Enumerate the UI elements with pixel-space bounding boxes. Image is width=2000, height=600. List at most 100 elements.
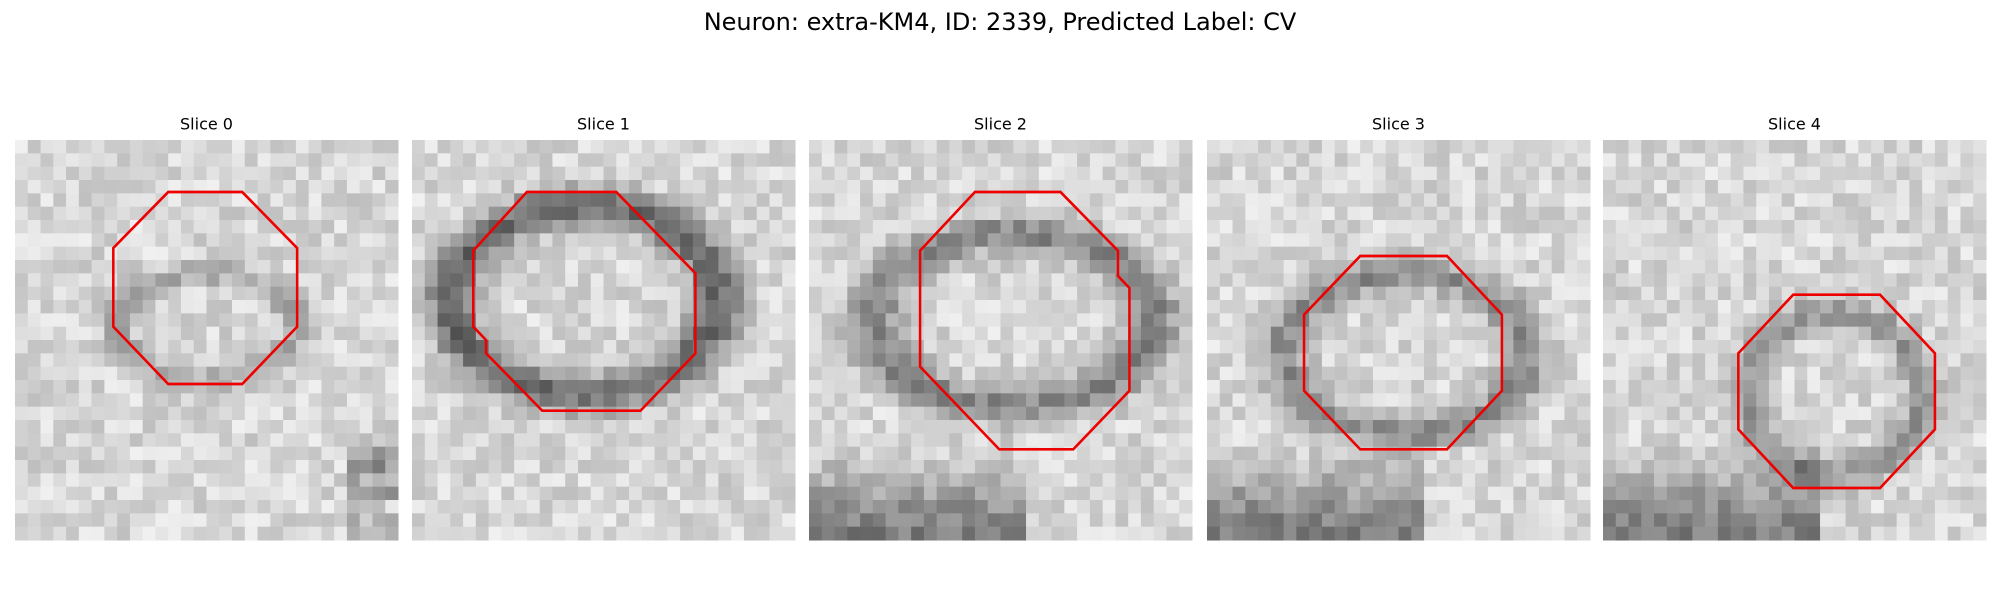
pixel xyxy=(1730,166,1744,181)
pixel xyxy=(475,513,490,528)
pixel xyxy=(1820,180,1834,194)
pixel xyxy=(372,313,386,328)
pixel xyxy=(232,526,246,541)
pixel xyxy=(1385,140,1400,154)
pixel xyxy=(295,366,310,381)
pixel xyxy=(27,286,42,301)
pixel xyxy=(193,180,208,194)
pixel xyxy=(911,446,925,461)
pixel xyxy=(232,473,246,488)
pixel xyxy=(565,460,579,474)
pixel xyxy=(1166,180,1180,194)
pixel xyxy=(424,393,439,408)
pixel xyxy=(91,366,105,381)
pixel xyxy=(705,246,719,261)
pixel xyxy=(1526,233,1540,248)
pixel xyxy=(1207,166,1221,181)
pixel xyxy=(911,433,925,448)
pixel xyxy=(117,340,131,354)
pixel xyxy=(295,433,310,448)
pixel xyxy=(1577,233,1591,248)
pixel xyxy=(872,246,887,261)
pixel xyxy=(565,406,579,421)
pixel xyxy=(1717,300,1732,314)
pixel xyxy=(1411,340,1425,354)
pixel xyxy=(1513,286,1527,301)
pixel xyxy=(1475,193,1489,208)
pixel xyxy=(782,380,796,394)
pixel xyxy=(1564,366,1578,381)
pixel xyxy=(1115,446,1129,461)
pixel xyxy=(923,220,938,234)
pixel xyxy=(809,446,823,461)
pixel xyxy=(1513,153,1527,168)
pixel xyxy=(692,500,707,514)
pixel xyxy=(1449,233,1463,248)
pixel xyxy=(475,420,490,434)
pixel xyxy=(1551,300,1565,314)
pixel xyxy=(1475,233,1489,248)
pixel xyxy=(1526,366,1540,381)
pixel xyxy=(885,460,899,474)
pixel xyxy=(847,526,861,541)
pixel xyxy=(1973,446,1987,461)
pixel xyxy=(1820,326,1834,341)
pixel xyxy=(834,353,848,368)
pixel xyxy=(1334,193,1348,208)
pixel xyxy=(232,460,246,474)
pixel xyxy=(66,366,80,381)
pixel xyxy=(193,300,208,314)
pixel xyxy=(1896,460,1910,474)
pixel xyxy=(283,486,297,501)
pixel xyxy=(821,233,836,248)
pixel xyxy=(769,393,783,408)
pixel xyxy=(1807,433,1821,448)
pixel xyxy=(1781,486,1796,501)
pixel xyxy=(1858,233,1872,248)
pixel xyxy=(974,246,989,261)
pixel xyxy=(1179,140,1193,154)
pixel xyxy=(257,513,271,528)
pixel xyxy=(1026,326,1040,341)
pixel xyxy=(1807,473,1821,488)
pixel xyxy=(1487,340,1502,354)
pixel xyxy=(104,366,118,381)
pixel xyxy=(987,326,1002,341)
pixel xyxy=(1909,513,1923,528)
pixel xyxy=(232,486,246,501)
pixel xyxy=(1296,220,1310,234)
pixel xyxy=(1321,233,1336,248)
pixel xyxy=(283,366,297,381)
pixel xyxy=(718,260,732,274)
pixel xyxy=(437,500,451,514)
pixel xyxy=(782,340,796,354)
pixel xyxy=(142,473,156,488)
pixel xyxy=(1781,340,1796,354)
pixel xyxy=(1166,313,1180,328)
pixel xyxy=(1309,526,1323,541)
pixel xyxy=(1845,513,1859,528)
pixel xyxy=(501,286,515,301)
pixel xyxy=(809,206,823,221)
pixel xyxy=(782,313,796,328)
pixel xyxy=(66,513,80,528)
pixel xyxy=(142,526,156,541)
pixel xyxy=(1245,220,1259,234)
pixel xyxy=(552,526,566,541)
pixel xyxy=(53,140,67,154)
pixel xyxy=(334,206,348,221)
pixel xyxy=(1896,140,1910,154)
pixel xyxy=(359,260,373,274)
pixel xyxy=(1934,206,1949,221)
pixel xyxy=(821,433,836,448)
pixel xyxy=(782,246,796,261)
pixel xyxy=(987,406,1002,421)
pixel xyxy=(424,180,439,194)
pixel xyxy=(1309,246,1323,261)
pixel xyxy=(1385,420,1400,434)
pixel xyxy=(1871,326,1885,341)
pixel xyxy=(180,340,195,354)
pixel xyxy=(1538,460,1553,474)
pixel xyxy=(1449,273,1463,288)
pixel xyxy=(270,273,284,288)
